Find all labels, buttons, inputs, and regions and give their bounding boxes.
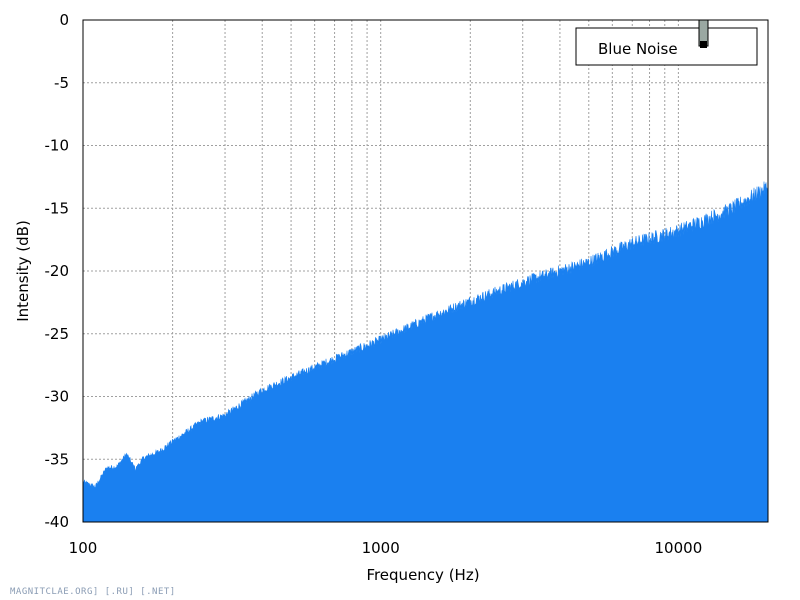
x-tick-label: 1000: [362, 539, 400, 557]
watermark-text: MAGNITCLAE.ORG] [.RU] [.NET]: [10, 587, 176, 597]
legend-swatch-marker: [700, 41, 707, 48]
x-tick-label: 10000: [655, 539, 703, 557]
y-tick-label: -35: [45, 450, 70, 468]
legend: Blue Noise: [575, 19, 758, 66]
x-tick-label: 100: [69, 539, 98, 557]
series-area-blue-noise: [82, 181, 769, 523]
y-tick-label: -15: [45, 199, 70, 217]
y-tick-label: -30: [45, 388, 70, 406]
plot-frame: [82, 19, 769, 523]
tick-labels: 0 -5 -10 -15 -20 -25 -30 -35 -40 100 1000 10000: [45, 11, 703, 557]
series-area: [82, 181, 769, 523]
y-tick-label: -20: [45, 262, 70, 280]
y-tick-label: -40: [45, 513, 70, 531]
y-tick-label: 0: [59, 11, 69, 29]
y-tick-label: -10: [45, 137, 70, 155]
legend-label: Blue Noise: [598, 40, 678, 58]
y-tick-label: -5: [54, 74, 69, 92]
legend-box: [575, 27, 758, 66]
x-axis-title: Frequency (Hz): [366, 566, 479, 584]
y-tick-label: -25: [45, 325, 70, 343]
y-axis-title: Intensity (dB): [14, 220, 32, 322]
